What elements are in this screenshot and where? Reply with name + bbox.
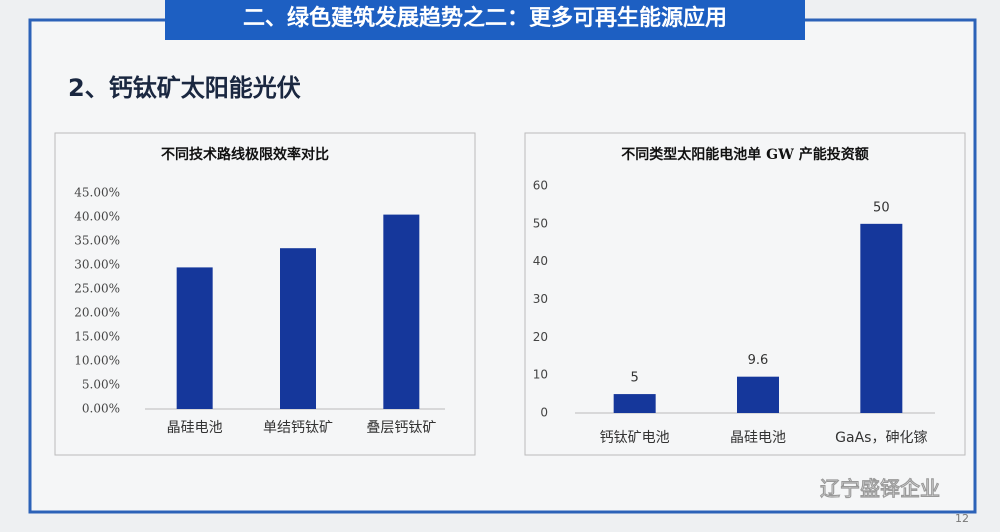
- bar: [860, 223, 903, 413]
- x-tick-label: GaAs，砷化镓: [835, 430, 927, 446]
- banner: [165, 0, 805, 40]
- bar: [280, 248, 316, 409]
- data-label: 9.6: [748, 353, 769, 368]
- bar: [176, 267, 213, 409]
- chart-title: 不同技术路线极限效率对比: [161, 146, 329, 163]
- bar: [613, 394, 656, 413]
- y-tick-label: 15.00%: [74, 330, 120, 344]
- y-tick-label: 20.00%: [74, 306, 120, 320]
- data-label: 50: [873, 200, 890, 215]
- y-tick-label: 0: [540, 406, 548, 420]
- y-tick-label: 20: [533, 330, 548, 344]
- heading: 2、钙钛矿太阳能光伏: [68, 74, 301, 102]
- y-tick-label: 60: [533, 179, 548, 193]
- y-tick-label: 40.00%: [74, 210, 120, 224]
- y-tick-label: 5.00%: [82, 378, 120, 392]
- bar: [737, 376, 779, 413]
- y-tick-label: 10.00%: [74, 354, 120, 368]
- y-tick-label: 50: [533, 216, 548, 230]
- x-tick-label: 晶硅电池: [730, 430, 786, 446]
- chart-box: [54, 132, 476, 456]
- y-tick-label: 0.00%: [82, 402, 120, 416]
- y-tick-label: 10: [533, 368, 548, 382]
- y-tick-label: 35.00%: [74, 234, 120, 248]
- x-tick-label: 单结钙钛矿: [263, 420, 333, 436]
- chart-box: [524, 132, 966, 456]
- x-tick-label: 叠层钙钛矿: [366, 420, 436, 436]
- bar: [383, 214, 420, 409]
- banner-title: 二、绿色建筑发展趋势之二：更多可再生能源应用: [243, 5, 727, 31]
- y-tick-label: 45.00%: [74, 186, 120, 200]
- x-tick-label: 晶硅电池: [167, 420, 223, 436]
- watermark: 辽宁盛铎企业: [820, 477, 940, 501]
- y-tick-label: 30.00%: [74, 258, 120, 272]
- data-label: 5: [631, 371, 639, 386]
- y-tick-label: 25.00%: [74, 282, 120, 296]
- y-tick-label: 40: [533, 254, 548, 268]
- page-number: 12: [955, 512, 969, 525]
- frame: [28, 18, 977, 514]
- y-tick-label: 30: [533, 292, 548, 306]
- x-tick-label: 钙钛矿电池: [600, 430, 670, 446]
- chart-title: 不同类型太阳能电池单 GW 产能投资额: [621, 146, 868, 163]
